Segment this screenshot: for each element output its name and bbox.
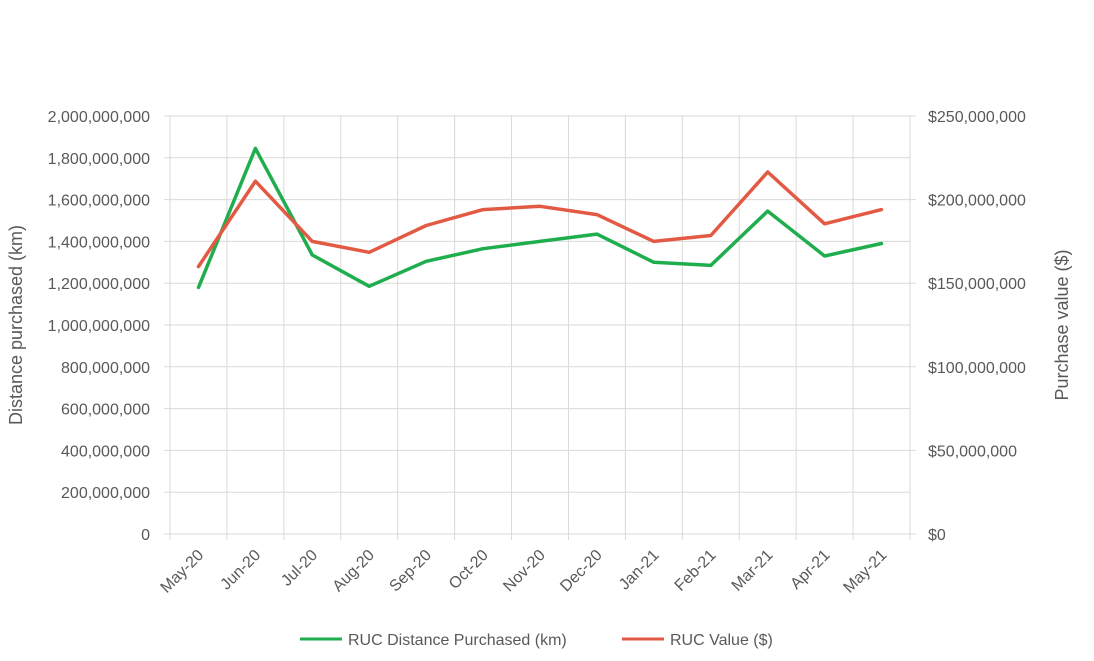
y-tick-label-right: $0 [928, 527, 946, 544]
y-tick-label-right: $150,000,000 [928, 276, 1026, 293]
y-axis-title-left: Distance purchased (km) [6, 225, 26, 425]
y-tick-label-left: 1,000,000,000 [48, 318, 150, 335]
y-tick-label-right: $250,000,000 [928, 109, 1026, 126]
left-axis-ticks: 0 200,000,000 400,000,000 600,000,000 800,00… [48, 109, 150, 544]
y-tick-label-left: 0 [141, 527, 150, 544]
y-tick-label-left: 1,200,000,000 [48, 276, 150, 293]
y-tick-label-right: $200,000,000 [928, 193, 1026, 210]
x-tick-label: Sep-20 [386, 547, 435, 596]
legend: RUC Distance Purchased (km) RUC Value ($… [300, 632, 773, 649]
right-axis-ticks: $0 $50,000,000 $100,000,000 $150,000,000 $20… [928, 109, 1026, 544]
y-tick-label-left: 1,800,000,000 [48, 151, 150, 168]
x-tick-label: Oct-20 [446, 547, 492, 593]
legend-label-distance: RUC Distance Purchased (km) [348, 632, 567, 649]
x-tick-label: Dec-20 [557, 547, 606, 596]
x-tick-label: Jul-20 [278, 547, 321, 590]
y-tick-label-left: 400,000,000 [61, 443, 150, 460]
y-tick-label-left: 2,000,000,000 [48, 109, 150, 126]
y-tick-label-left: 800,000,000 [61, 360, 150, 377]
x-tick-label: May-20 [158, 547, 208, 597]
y-axis-title-right: Purchase value ($) [1052, 249, 1072, 400]
x-tick-label: Apr-21 [787, 547, 833, 593]
x-tick-label: Jun-20 [218, 547, 265, 594]
y-tick-label-left: 1,400,000,000 [48, 234, 150, 251]
x-tick-label: Mar-21 [729, 547, 777, 595]
y-tick-label-left: 200,000,000 [61, 485, 150, 502]
x-tick-label: Aug-20 [330, 547, 379, 596]
series-lines [198, 148, 881, 287]
legend-label-value: RUC Value ($) [670, 632, 773, 649]
y-tick-label-left: 1,600,000,000 [48, 193, 150, 210]
x-tick-label: Nov-20 [500, 547, 549, 596]
y-tick-label-right: $100,000,000 [928, 360, 1026, 377]
x-tick-label: Jan-21 [616, 547, 663, 594]
y-tick-label-right: $50,000,000 [928, 443, 1017, 460]
gridlines [164, 116, 916, 540]
y-tick-label-left: 600,000,000 [61, 402, 150, 419]
x-tick-label: Feb-21 [672, 547, 720, 595]
series-line-distance [199, 148, 882, 287]
x-tick-label: May-21 [841, 547, 891, 597]
